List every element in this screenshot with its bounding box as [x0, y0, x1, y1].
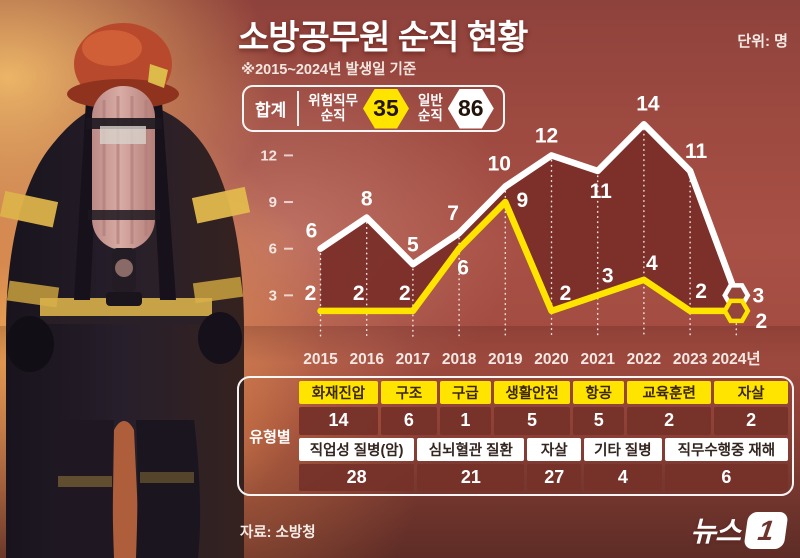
table-header-cell: 화재진압	[299, 381, 378, 405]
table-value-cell: 28	[299, 463, 415, 491]
unit-label: 단위: 명	[737, 33, 788, 50]
table-header-row: 화재진압 구조 구급 생활안전 항공 교육훈련 자살	[299, 381, 788, 405]
table-header-cell: 기타 질병	[584, 437, 662, 461]
table-value-cell: 21	[417, 463, 525, 491]
table-header-cell: 구급	[439, 381, 491, 405]
table-header-cell: 심뇌혈관 질환	[417, 437, 525, 461]
subtitle: ※2015~2024년 발생일 기준	[241, 62, 417, 78]
table-value-cell: 1	[439, 407, 491, 435]
table-header-cell: 자살	[527, 437, 582, 461]
table-value-cell: 27	[527, 463, 582, 491]
table-value-cell: 14	[299, 407, 378, 435]
table-grid: 화재진압 구조 구급 생활안전 항공 교육훈련 자살 14 6 1 5 5 2 2 직업성 질병(암) 심뇌혈…	[299, 381, 788, 491]
source-label: 자료: 소방청	[240, 525, 316, 541]
table-header-cell: 직업성 질병(암)	[299, 437, 415, 461]
table-value-row: 14 6 1 5 5 2 2	[299, 407, 788, 435]
legend-hexagon-badge: 35	[362, 88, 409, 129]
table-header-cell: 직무수행중 재해	[664, 437, 788, 461]
news1-logo: 뉴스 1	[690, 510, 789, 550]
legend-item-label: 일반 순직	[417, 93, 443, 123]
table-value-cell: 5	[493, 407, 571, 435]
legend-item-1: 일반 순직 86	[417, 88, 494, 129]
table-header-cell: 교육훈련	[627, 381, 712, 405]
logo-text: 뉴스	[690, 516, 741, 547]
table-value-cell: 6	[380, 407, 437, 435]
legend-items: 위험직무 순직 35 일반 순직 86	[308, 88, 494, 129]
legend-hexagon-badge: 86	[447, 88, 494, 129]
firefighter-photo	[0, 23, 251, 558]
legend-item-0: 위험직무 순직 35	[308, 88, 409, 129]
page-title: 소방공무원 순직 현황	[238, 19, 528, 57]
table-value-row: 28 21 27 4 6	[299, 463, 788, 491]
logo-number-tile: 1	[743, 511, 789, 549]
legend-divider	[297, 91, 300, 126]
legend-box: 합계 위험직무 순직 35 일반 순직 86	[242, 85, 505, 132]
legend-total-label: 합계	[255, 101, 287, 120]
type-table: 유형별 화재진압 구조 구급 생활안전 항공 교육훈련 자살 14 6 1 5 5 2 2 직업성 질병(암…	[237, 376, 794, 496]
table-header-cell: 자살	[714, 381, 788, 405]
table-value-cell: 6	[664, 463, 788, 491]
table-header-cell: 항공	[573, 381, 625, 405]
table-header-cell: 구조	[380, 381, 437, 405]
table-value-cell: 2	[714, 407, 788, 435]
legend-item-label: 위험직무 순직	[308, 93, 358, 123]
logo-number: 1	[756, 514, 777, 545]
table-value-cell: 5	[573, 407, 625, 435]
table-header-row: 직업성 질병(암) 심뇌혈관 질환 자살 기타 질병 직무수행중 재해	[299, 437, 788, 461]
table-value-cell: 2	[627, 407, 712, 435]
table-header-cell: 생활안전	[493, 381, 571, 405]
table-value-cell: 4	[584, 463, 662, 491]
table-row-label: 유형별	[249, 428, 291, 446]
